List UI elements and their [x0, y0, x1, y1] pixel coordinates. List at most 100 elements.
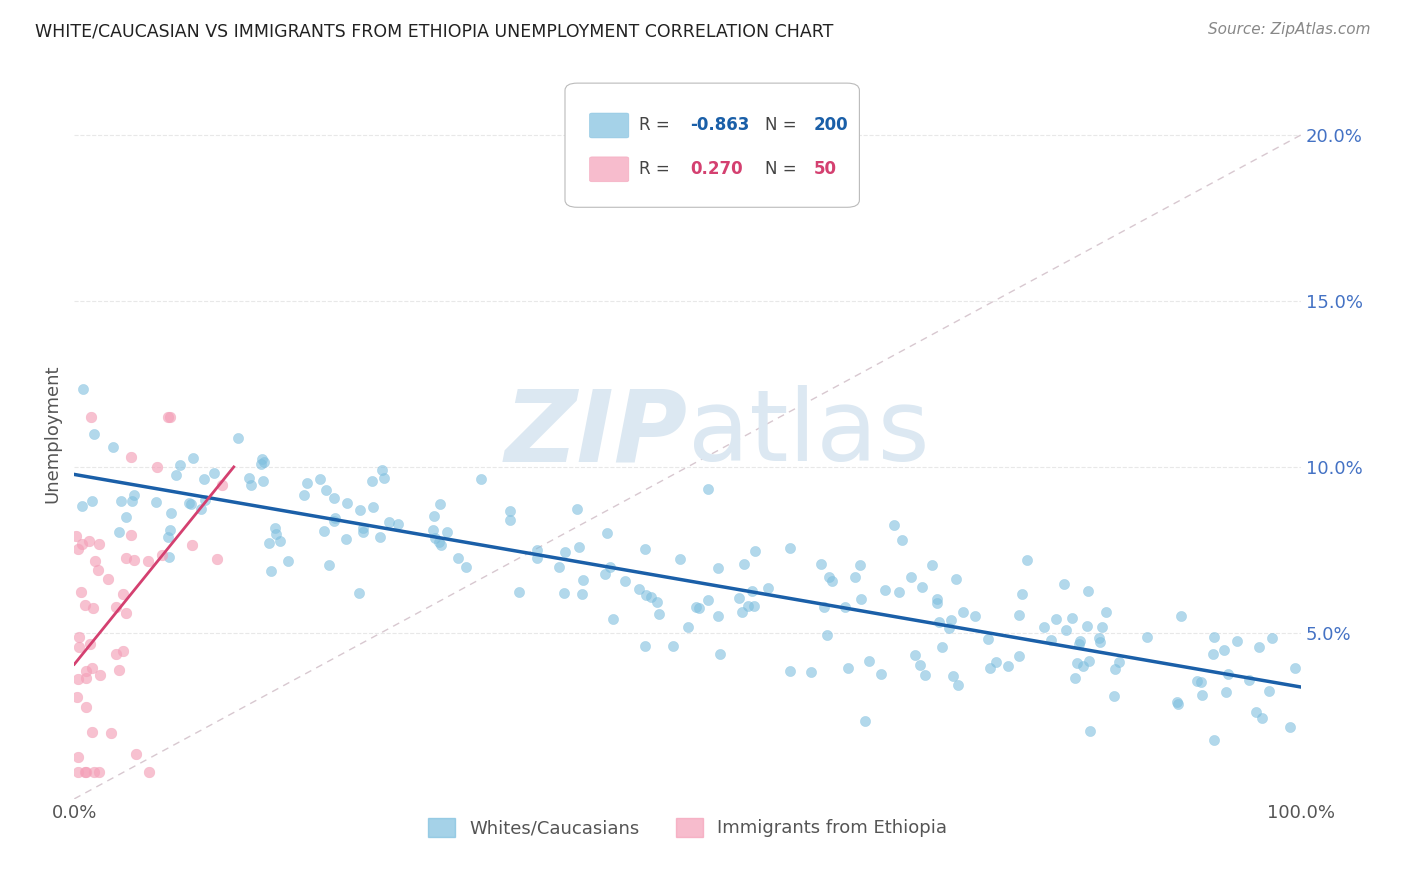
Point: [568, 541, 591, 555]
Point: [1166, 695, 1188, 709]
Point: [1202, 733, 1225, 747]
Point: [160, 506, 183, 520]
Point: [706, 608, 728, 623]
Point: [1104, 662, 1126, 676]
Point: [1216, 667, 1239, 681]
Point: [80, 493, 103, 508]
Text: 0.270: 0.270: [690, 161, 742, 178]
Point: [309, 473, 332, 487]
Point: [1284, 661, 1306, 675]
Point: [1039, 633, 1062, 648]
Point: [1077, 654, 1099, 668]
Point: [858, 654, 880, 668]
Text: 200: 200: [814, 117, 849, 135]
Point: [779, 664, 801, 678]
Point: [352, 521, 374, 535]
Text: ZIP: ZIP: [505, 385, 688, 483]
Point: [181, 451, 204, 466]
Point: [696, 593, 718, 607]
Point: [572, 574, 595, 588]
Text: 50: 50: [814, 161, 837, 178]
Point: [108, 663, 131, 677]
Point: [938, 621, 960, 635]
Point: [193, 472, 215, 486]
Point: [744, 599, 766, 614]
Point: [66, 672, 89, 686]
Point: [361, 500, 384, 515]
Point: [1090, 635, 1112, 649]
Point: [1249, 640, 1271, 654]
Point: [707, 561, 730, 575]
Point: [323, 511, 346, 525]
Point: [526, 551, 548, 566]
Point: [292, 488, 315, 502]
Point: [159, 523, 181, 537]
Point: [741, 584, 763, 599]
Point: [373, 471, 395, 485]
Point: [946, 678, 969, 692]
Point: [1261, 631, 1284, 645]
Point: [75, 700, 97, 714]
Point: [883, 518, 905, 533]
Point: [941, 613, 963, 627]
Point: [190, 501, 212, 516]
Point: [75, 671, 97, 685]
Point: [352, 524, 374, 539]
Text: N =: N =: [765, 161, 801, 178]
Point: [945, 572, 967, 586]
Point: [911, 580, 934, 594]
Point: [70, 585, 93, 599]
Point: [817, 570, 839, 584]
Point: [602, 612, 624, 626]
Point: [226, 431, 249, 445]
Point: [240, 478, 263, 492]
Point: [114, 510, 136, 524]
Point: [813, 600, 835, 615]
Point: [72, 500, 94, 514]
Point: [744, 544, 766, 558]
Point: [984, 655, 1007, 669]
Point: [429, 534, 451, 549]
Point: [121, 494, 143, 508]
Point: [1077, 584, 1099, 599]
Point: [1095, 605, 1118, 619]
Point: [430, 538, 453, 552]
Point: [733, 557, 755, 571]
Point: [156, 410, 179, 425]
Point: [1244, 705, 1267, 719]
Point: [323, 491, 346, 505]
Point: [1078, 723, 1101, 738]
Point: [80, 725, 103, 739]
Point: [100, 726, 122, 740]
Point: [89, 667, 111, 681]
Point: [848, 558, 870, 572]
Point: [1091, 620, 1114, 634]
Point: [942, 669, 965, 683]
Point: [553, 586, 575, 600]
Point: [336, 495, 359, 509]
Point: [66, 542, 89, 557]
Point: [498, 504, 520, 518]
Point: [124, 747, 146, 761]
Point: [238, 471, 260, 485]
Point: [815, 628, 838, 642]
Point: [571, 587, 593, 601]
Point: [253, 455, 276, 469]
Point: [423, 531, 446, 545]
Point: [250, 451, 273, 466]
Point: [66, 690, 89, 704]
Point: [887, 584, 910, 599]
Point: [1045, 612, 1067, 626]
Point: [252, 474, 274, 488]
Point: [159, 410, 181, 425]
Point: [844, 570, 866, 584]
Point: [454, 559, 477, 574]
Point: [101, 441, 124, 455]
Point: [1258, 683, 1281, 698]
Point: [124, 488, 146, 502]
Point: [676, 620, 699, 634]
Point: [157, 530, 180, 544]
Point: [870, 666, 893, 681]
Point: [890, 533, 912, 547]
Point: [900, 570, 922, 584]
